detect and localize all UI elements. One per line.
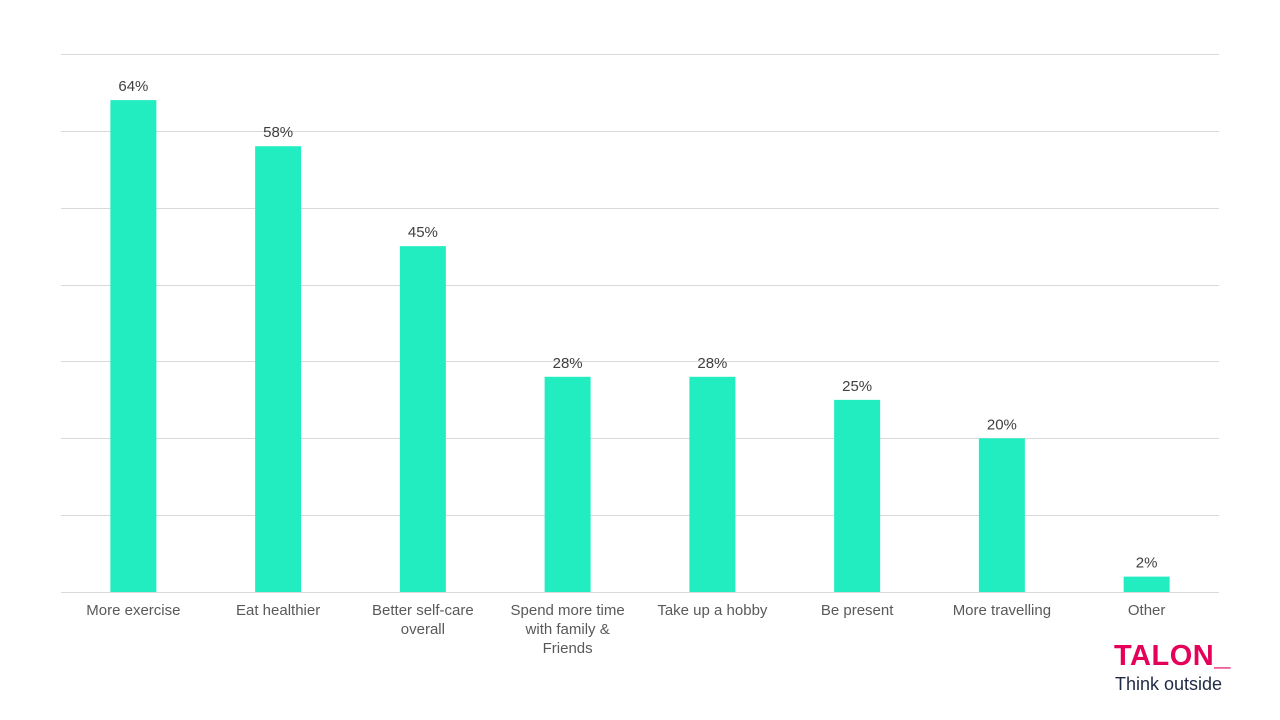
bar (689, 376, 736, 592)
x-tick-label: Spend more time with family & Friends (511, 602, 625, 657)
brand-tagline: Think outside (1115, 674, 1223, 694)
x-tick-label: Better self-care overall (372, 602, 474, 638)
x-tick-label: Other (1128, 602, 1166, 619)
data-label: 58% (263, 124, 293, 141)
x-tick-label: Eat healthier (236, 602, 320, 619)
data-label: 25% (842, 378, 872, 395)
bar (255, 146, 302, 592)
bar (399, 246, 446, 592)
brand-name: TALON_ (1114, 640, 1231, 672)
x-tick-label: More travelling (953, 602, 1051, 619)
brand-logo: TALON_ Think outside (1114, 640, 1254, 700)
x-tick-label: Be present (821, 602, 894, 619)
data-label: 45% (408, 224, 438, 241)
bar (110, 100, 157, 592)
x-tick-label: Take up a hobby (657, 602, 768, 619)
bar (1123, 576, 1170, 592)
bar (544, 376, 591, 592)
data-label: 64% (118, 78, 148, 95)
x-tick-label: More exercise (86, 602, 180, 619)
bar (834, 399, 881, 592)
bar (978, 438, 1025, 592)
data-label: 20% (987, 416, 1017, 433)
data-label: 28% (697, 355, 727, 372)
data-label: 28% (553, 355, 583, 372)
data-label: 2% (1136, 555, 1158, 572)
